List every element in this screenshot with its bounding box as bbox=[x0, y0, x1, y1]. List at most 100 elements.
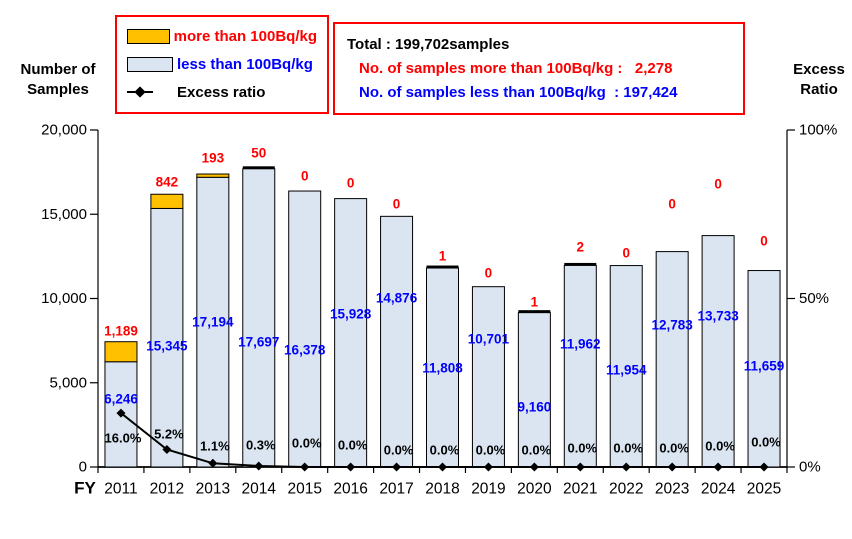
left-axis-title-line1: Number of bbox=[20, 61, 96, 78]
left-axis-title: Number of Samples bbox=[6, 60, 110, 101]
bar-less-2018 bbox=[426, 267, 459, 468]
x-axis-year-label-2016: 2016 bbox=[333, 481, 367, 498]
bar-label-more-2020: 1 bbox=[531, 295, 539, 310]
bar-label-less-2023: 12,783 bbox=[652, 318, 694, 333]
x-axis-year-label-2022: 2022 bbox=[609, 481, 643, 498]
excess-ratio-point-2020 bbox=[529, 462, 539, 472]
bar-less-2025 bbox=[747, 270, 781, 468]
bar-label-more-2021: 2 bbox=[577, 240, 585, 255]
excess-ratio-point-2021 bbox=[575, 462, 585, 472]
bar-more-2014 bbox=[242, 166, 275, 169]
bar-more-2021 bbox=[564, 262, 597, 266]
excess-ratio-point-2011 bbox=[116, 408, 126, 418]
excess-ratio-point-2015 bbox=[300, 462, 310, 472]
right-axis-tick-label: 100% bbox=[799, 122, 837, 139]
bar-more-2012 bbox=[150, 193, 184, 209]
excess-ratio-label-2022: 0.0% bbox=[613, 441, 643, 456]
excess-ratio-point-2013 bbox=[208, 458, 218, 468]
bar-more-2020 bbox=[518, 310, 551, 313]
legend-label-less: less than 100Bq/kg bbox=[177, 55, 313, 73]
excess-ratio-point-2019 bbox=[483, 462, 493, 472]
less-than-100-swatch-icon bbox=[127, 56, 173, 72]
excess-ratio-label-2017: 0.0% bbox=[384, 443, 414, 458]
x-axis-year-label-2014: 2014 bbox=[242, 481, 277, 498]
legend-item-excess-ratio: Excess ratio bbox=[127, 84, 317, 101]
bar-label-less-2021: 11,962 bbox=[560, 337, 601, 352]
x-axis-prefix-label: FY bbox=[74, 479, 96, 498]
bar-label-less-2022: 11,954 bbox=[606, 363, 647, 378]
left-axis-tick-label: 0 bbox=[79, 459, 87, 476]
summary-total: Total : 199,702samples bbox=[347, 36, 510, 54]
x-axis-year-label-2011: 2011 bbox=[104, 481, 137, 498]
x-axis-year-label-2013: 2013 bbox=[196, 481, 230, 498]
bar-less-2015 bbox=[288, 190, 322, 468]
right-axis-title-line1: Excess bbox=[793, 61, 845, 78]
x-axis-year-label-2024: 2024 bbox=[701, 481, 736, 498]
left-axis-tick-label: 5,000 bbox=[49, 374, 87, 391]
x-axis-year-label-2020: 2020 bbox=[517, 481, 552, 498]
left-axis-title-line2: Samples bbox=[27, 81, 89, 99]
excess-ratio-label-2012: 5.2% bbox=[154, 427, 184, 442]
excess-ratio-label-2018: 0.0% bbox=[430, 443, 460, 458]
right-axis-title-line2: Ratio bbox=[800, 81, 838, 99]
bar-label-less-2019: 10,701 bbox=[468, 332, 510, 347]
right-axis-tick-label: 50% bbox=[799, 290, 829, 307]
bar-label-more-2023: 0 bbox=[668, 197, 676, 212]
bar-less-2021 bbox=[563, 264, 597, 468]
bar-label-more-2013: 193 bbox=[202, 151, 225, 166]
bar-label-more-2014: 50 bbox=[251, 146, 266, 161]
bar-less-2020 bbox=[517, 312, 551, 468]
bar-less-2014 bbox=[242, 168, 276, 468]
x-axis-year-label-2018: 2018 bbox=[425, 481, 459, 498]
bar-less-2012 bbox=[150, 207, 184, 468]
bar-less-2024 bbox=[701, 235, 735, 468]
bar-label-less-2020: 9,160 bbox=[517, 400, 551, 415]
summary-less-than-100: No. of samples less than 100Bq/kg : 197,… bbox=[359, 83, 678, 101]
excess-ratio-point-2025 bbox=[759, 462, 769, 472]
legend-label-excess-ratio: Excess ratio bbox=[177, 83, 266, 101]
left-axis-tick-label: 15,000 bbox=[41, 206, 87, 223]
bar-label-less-2018: 11,808 bbox=[422, 361, 463, 376]
excess-ratio-point-2014 bbox=[254, 461, 264, 471]
excess-ratio-label-2021: 0.0% bbox=[567, 441, 597, 456]
excess-ratio-point-2023 bbox=[667, 462, 677, 472]
left-axis-tick-label: 20,000 bbox=[41, 122, 87, 139]
bar-less-2022 bbox=[609, 265, 643, 468]
bar-label-more-2018: 1 bbox=[439, 249, 447, 264]
bar-label-more-2022: 0 bbox=[622, 246, 630, 261]
x-axis-year-label-2023: 2023 bbox=[655, 481, 689, 498]
x-axis-year-label-2017: 2017 bbox=[379, 481, 413, 498]
bar-label-less-2016: 15,928 bbox=[330, 307, 372, 322]
x-axis-year-label-2019: 2019 bbox=[471, 481, 505, 498]
bar-label-less-2012: 15,345 bbox=[146, 339, 188, 354]
right-axis-tick-label: 0% bbox=[799, 459, 821, 476]
bar-label-more-2015: 0 bbox=[301, 169, 309, 184]
x-axis-year-label-2012: 2012 bbox=[150, 481, 184, 498]
excess-ratio-marker-icon bbox=[127, 86, 173, 98]
bar-label-more-2017: 0 bbox=[393, 197, 401, 212]
bar-less-2023 bbox=[655, 251, 689, 468]
bar-label-more-2025: 0 bbox=[760, 234, 768, 249]
more-than-100-swatch-icon bbox=[127, 29, 170, 45]
bar-label-less-2014: 17,697 bbox=[238, 335, 279, 350]
summary-box: Total : 199,702samples No. of samples mo… bbox=[333, 22, 745, 115]
excess-ratio-point-2022 bbox=[621, 462, 631, 472]
bar-label-less-2013: 17,194 bbox=[192, 315, 234, 330]
bar-more-2018 bbox=[426, 265, 459, 269]
excess-ratio-label-2020: 0.0% bbox=[522, 443, 552, 458]
legend-item-less-than-100: less than 100Bq/kg bbox=[127, 56, 317, 73]
excess-ratio-label-2023: 0.0% bbox=[659, 441, 689, 456]
bar-more-2011 bbox=[104, 341, 138, 363]
bar-less-2016 bbox=[334, 198, 368, 468]
bar-label-less-2017: 14,876 bbox=[376, 291, 418, 306]
excess-ratio-label-2025: 0.0% bbox=[751, 435, 781, 450]
bar-label-more-2012: 842 bbox=[156, 175, 179, 190]
excess-ratio-label-2013: 1.1% bbox=[200, 439, 230, 454]
right-axis-title: Excess Ratio bbox=[786, 60, 852, 101]
excess-ratio-label-2011: 16.0% bbox=[105, 431, 142, 446]
bar-less-2019 bbox=[471, 286, 505, 468]
bar-label-more-2019: 0 bbox=[485, 266, 493, 281]
excess-ratio-point-2018 bbox=[438, 462, 447, 472]
